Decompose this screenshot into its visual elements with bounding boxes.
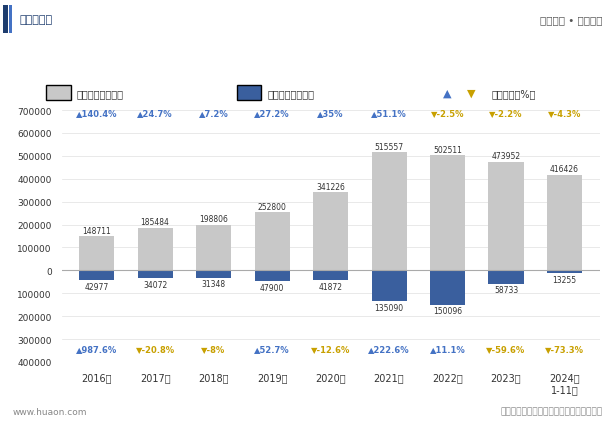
Bar <box>79 271 114 281</box>
Text: www.huaon.com: www.huaon.com <box>12 406 87 416</box>
Bar <box>371 153 407 271</box>
Bar <box>255 271 290 282</box>
Text: ▼-8%: ▼-8% <box>202 344 226 353</box>
Bar <box>196 271 231 278</box>
Bar <box>313 271 348 280</box>
Text: 198806: 198806 <box>199 215 228 224</box>
Text: 同比增长（%）: 同比增长（%） <box>492 89 536 99</box>
Bar <box>196 225 231 271</box>
Text: 135090: 135090 <box>375 303 403 312</box>
Bar <box>488 162 523 271</box>
Bar <box>255 213 290 271</box>
Text: 42977: 42977 <box>84 282 109 291</box>
Text: 515557: 515557 <box>375 142 403 151</box>
Text: 473952: 473952 <box>491 152 521 161</box>
Text: 148711: 148711 <box>82 226 111 235</box>
Text: 31348: 31348 <box>202 279 226 288</box>
Text: ▼-59.6%: ▼-59.6% <box>486 344 526 353</box>
Text: ▲27.2%: ▲27.2% <box>254 109 290 118</box>
Text: 58733: 58733 <box>494 286 518 295</box>
Text: ▼-4.3%: ▼-4.3% <box>548 109 581 118</box>
Text: ▼-2.2%: ▼-2.2% <box>490 109 523 118</box>
Text: 150096: 150096 <box>433 307 462 316</box>
Text: 数据来源：中国海关，华经产业研究院整理: 数据来源：中国海关，华经产业研究院整理 <box>501 406 603 416</box>
Text: ▲24.7%: ▲24.7% <box>137 109 173 118</box>
Bar <box>79 237 114 271</box>
Text: ▲: ▲ <box>443 89 451 99</box>
Bar <box>547 271 582 274</box>
Bar <box>547 176 582 271</box>
Bar <box>9 6 12 35</box>
Text: 华经情报网: 华经情报网 <box>20 15 53 25</box>
Bar <box>138 271 173 279</box>
Text: ▼-20.8%: ▼-20.8% <box>135 344 175 353</box>
Text: ▲51.1%: ▲51.1% <box>371 109 407 118</box>
Text: 416426: 416426 <box>550 165 579 174</box>
Text: ▼-12.6%: ▼-12.6% <box>311 344 351 353</box>
Text: 185484: 185484 <box>141 218 170 227</box>
Bar <box>313 193 348 271</box>
Text: ▼: ▼ <box>467 89 476 99</box>
Text: 252800: 252800 <box>258 202 287 211</box>
FancyBboxPatch shape <box>237 86 261 101</box>
Bar <box>138 228 173 271</box>
Text: ▲140.4%: ▲140.4% <box>76 109 117 118</box>
Text: 47900: 47900 <box>260 283 284 292</box>
Bar <box>430 156 465 271</box>
Text: 专业严谨 • 客观科学: 专业严谨 • 客观科学 <box>540 15 603 25</box>
Text: ▲987.6%: ▲987.6% <box>76 344 117 353</box>
Bar <box>488 271 523 284</box>
Text: 41872: 41872 <box>319 282 343 291</box>
Text: ▼-73.3%: ▼-73.3% <box>545 344 584 353</box>
Text: ▲35%: ▲35% <box>317 109 344 118</box>
FancyBboxPatch shape <box>46 86 71 101</box>
Bar <box>371 271 407 302</box>
Text: 出口额（千美元）: 出口额（千美元） <box>77 89 124 99</box>
Text: ▲222.6%: ▲222.6% <box>368 344 410 353</box>
Text: ▲52.7%: ▲52.7% <box>254 344 290 353</box>
Text: 34072: 34072 <box>143 280 167 289</box>
Text: 13255: 13255 <box>552 275 577 284</box>
Bar <box>430 271 465 305</box>
Text: 341226: 341226 <box>316 182 345 191</box>
Text: ▼-2.5%: ▼-2.5% <box>430 109 464 118</box>
Text: 进口额（千美元）: 进口额（千美元） <box>268 89 314 99</box>
Text: ▲7.2%: ▲7.2% <box>199 109 228 118</box>
Text: 502511: 502511 <box>433 145 462 154</box>
Text: ▲11.1%: ▲11.1% <box>430 344 466 353</box>
Text: 2016-2024年11月井冈山经济技术开发区(境内目的地/货源地)进、出口额: 2016-2024年11月井冈山经济技术开发区(境内目的地/货源地)进、出口额 <box>135 52 480 67</box>
Bar <box>3 6 8 35</box>
